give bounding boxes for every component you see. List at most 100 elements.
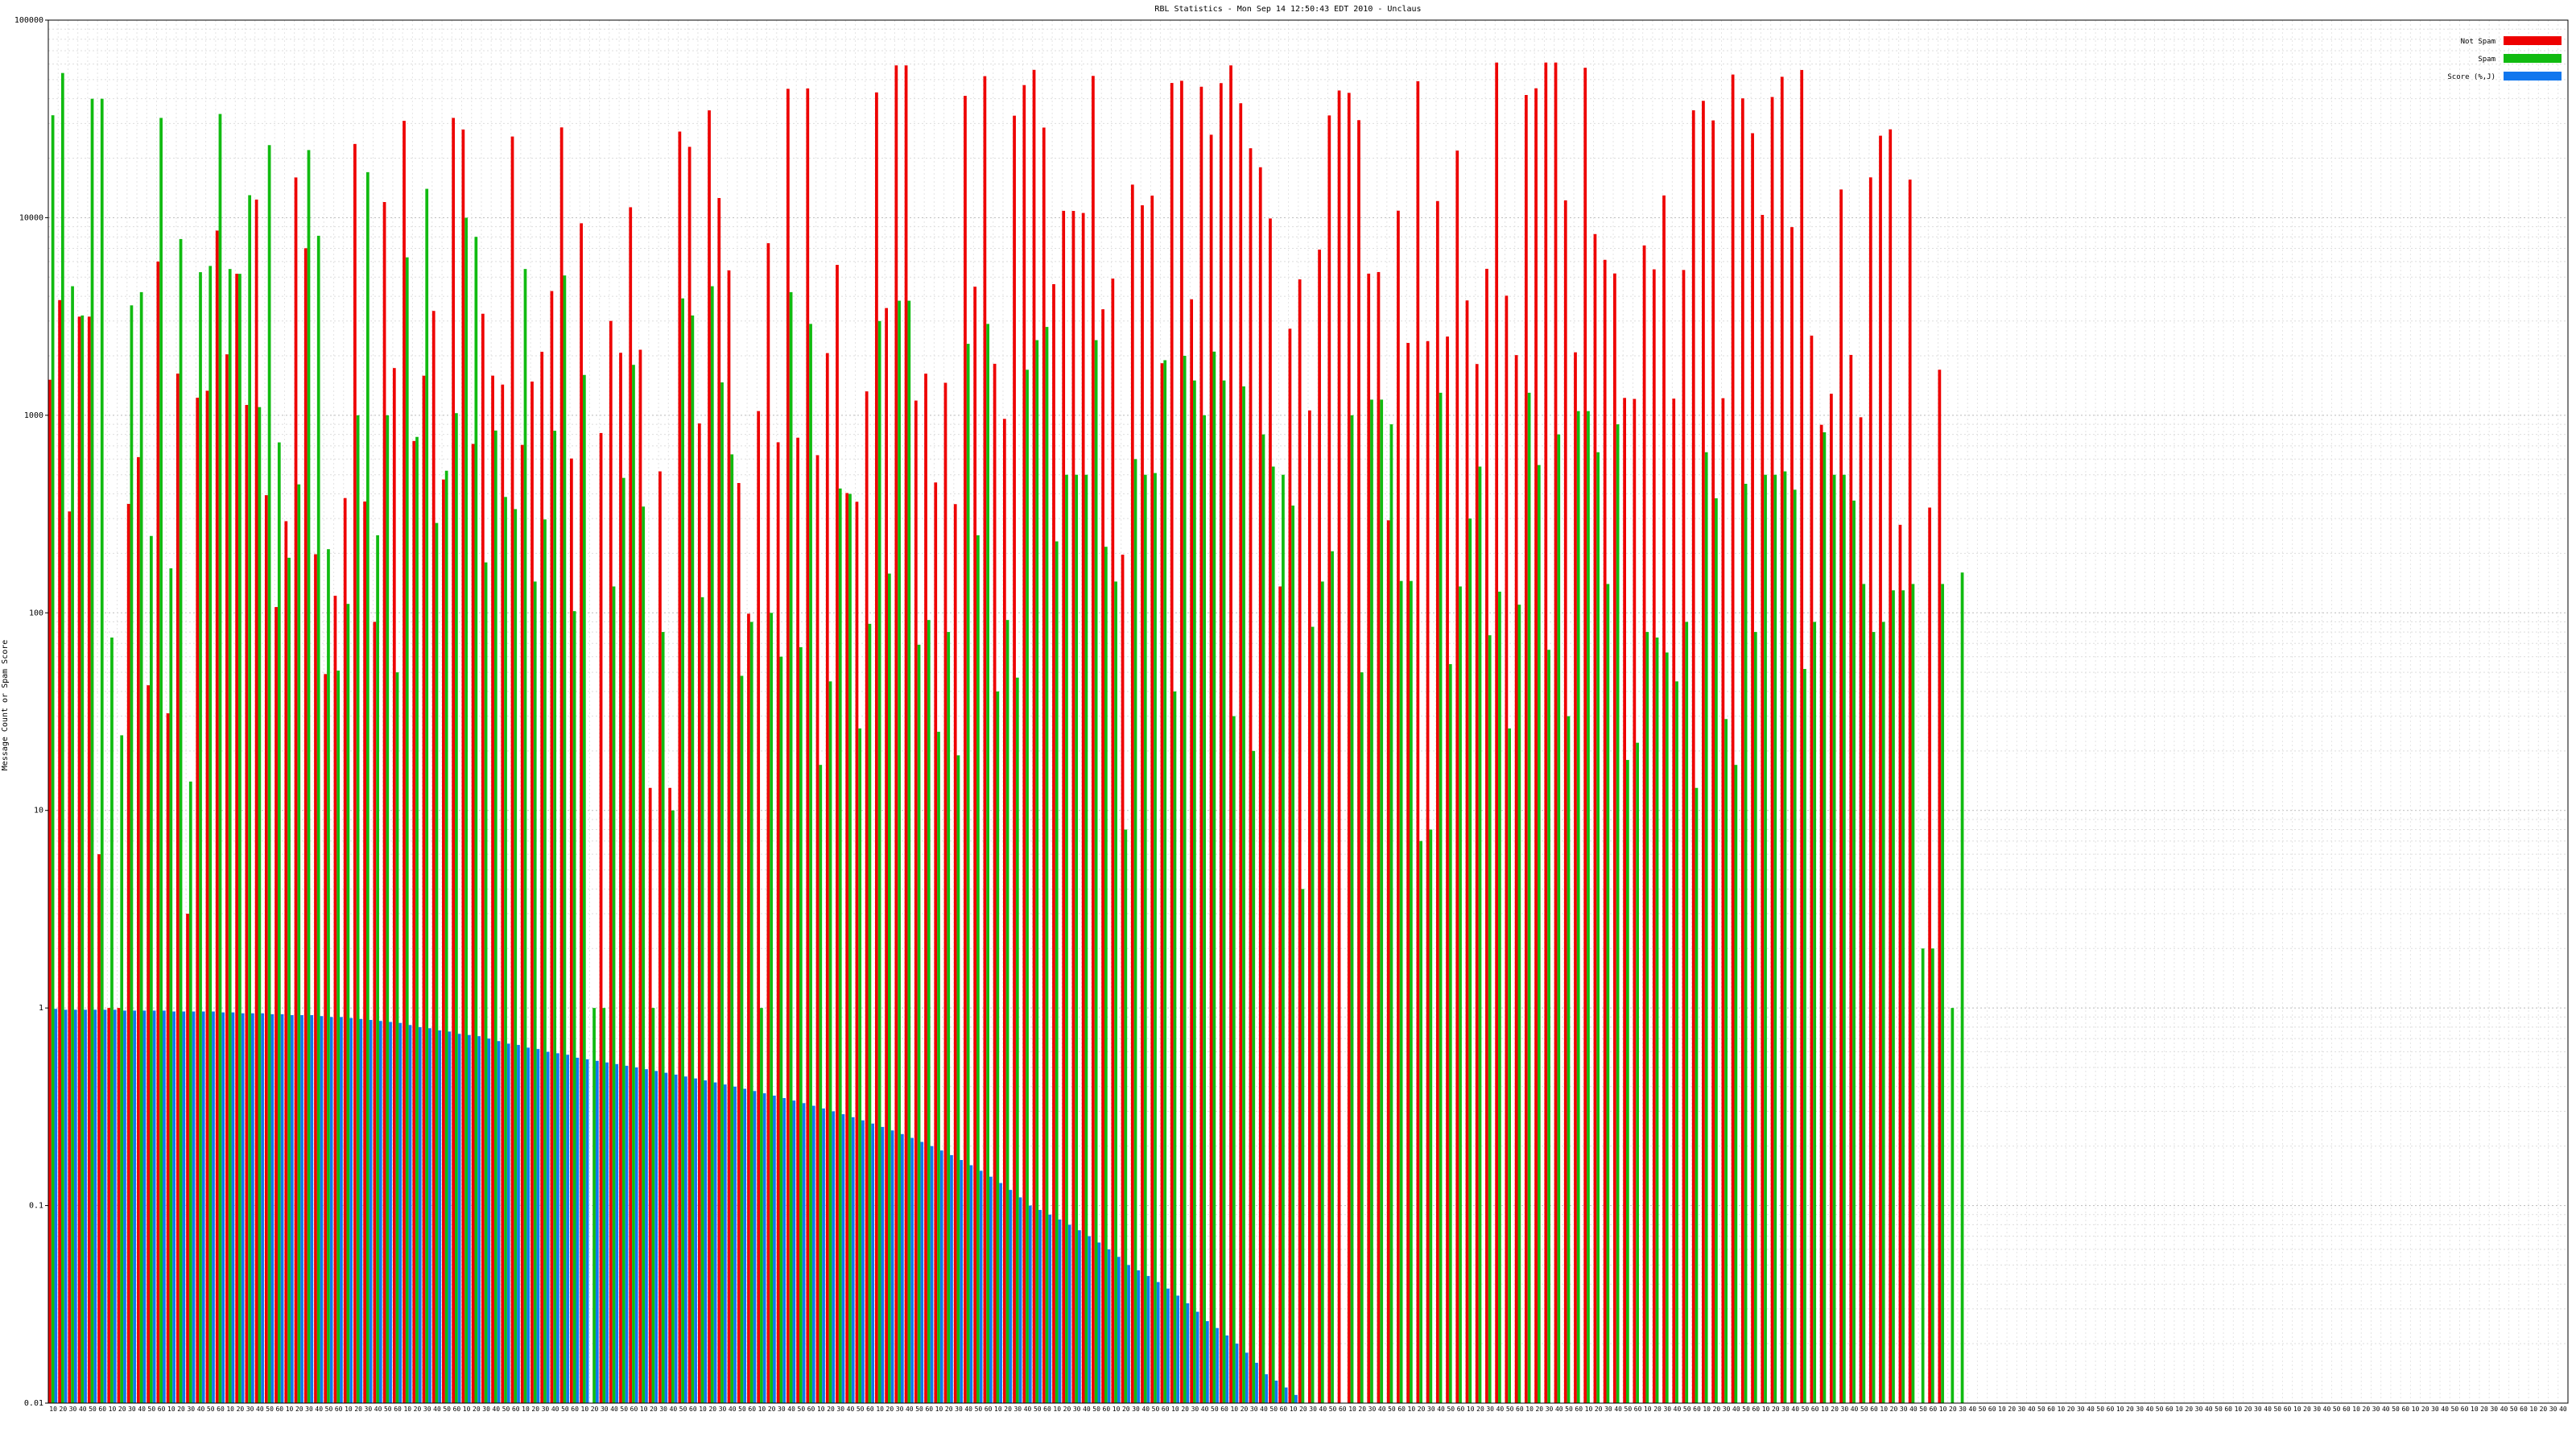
x-tick-label: 40 [1732,1406,1740,1413]
bar-spam [1764,474,1767,1403]
x-tick-label: 20 [237,1406,245,1413]
bar-spam [1360,672,1364,1403]
x-tick-label: 30 [1781,1406,1790,1413]
bar-not-spam [87,316,91,1403]
bar-score-j- [251,1013,254,1403]
x-tick-label: 30 [1427,1406,1435,1413]
bar-spam [858,728,862,1403]
x-tick-label: 20 [414,1406,422,1413]
x-tick-label: 60 [807,1406,815,1413]
bar-not-spam [1239,103,1243,1404]
bar-not-spam [1928,507,1932,1403]
bar-spam [612,586,616,1403]
x-tick-label: 40 [2146,1406,2154,1413]
x-tick-label: 60 [512,1406,520,1413]
bar-score-j- [1235,1344,1239,1403]
x-tick-label: 30 [542,1406,550,1413]
bar-score-j- [605,1062,609,1403]
legend-label: Not Spam [2461,38,2496,46]
bar-not-spam [806,88,810,1404]
x-tick-label: 20 [354,1406,362,1413]
x-tick-label: 20 [591,1406,599,1413]
x-tick-label: 30 [2431,1406,2439,1413]
bar-score-j- [487,1038,491,1403]
bar-not-spam [570,458,573,1403]
bar-not-spam [1455,151,1459,1403]
bar-spam [218,114,222,1403]
bar-spam [1951,1008,1955,1403]
bar-score-j- [1166,1288,1170,1403]
x-tick-label: 30 [1132,1406,1140,1413]
bar-spam [1606,584,1610,1403]
x-tick-label: 60 [98,1406,106,1413]
bar-not-spam [245,405,249,1403]
bar-score-j- [290,1015,294,1403]
bar-spam [1724,719,1728,1403]
bar-score-j- [861,1120,865,1403]
bar-spam [1154,473,1157,1403]
bar-score-j- [320,1016,324,1403]
bar-not-spam [875,92,878,1403]
bar-score-j- [123,1010,126,1403]
y-tick-label: 0.01 [24,1399,43,1408]
bar-score-j- [182,1011,186,1403]
x-tick-label: 10 [2412,1406,2420,1413]
x-tick-label: 20 [2421,1406,2429,1413]
x-tick-label: 30 [1663,1406,1671,1413]
bar-not-spam [1081,213,1085,1403]
x-tick-label: 10 [1230,1406,1238,1413]
bar-not-spam [1534,88,1538,1403]
bar-not-spam [1308,410,1311,1404]
bar-score-j- [654,1071,658,1403]
bar-score-j- [1265,1374,1269,1403]
x-tick-label: 50 [1919,1406,1927,1413]
x-tick-label: 10 [758,1406,766,1413]
bar-not-spam [1465,300,1469,1404]
bar-spam [1193,380,1196,1403]
bar-spam [1911,584,1915,1403]
bar-not-spam [1574,352,1577,1403]
bar-spam [1567,716,1571,1403]
x-tick-label: 20 [1831,1406,1839,1413]
x-tick-label: 50 [1388,1406,1396,1413]
bar-spam [700,597,704,1403]
legend-label: Spam [2478,56,2496,64]
x-tick-label: 30 [1723,1406,1731,1413]
bar-score-j- [477,1036,481,1403]
x-tick-label: 10 [1880,1406,1888,1413]
x-tick-label: 30 [719,1406,727,1413]
bar-not-spam [1810,335,1814,1403]
bar-spam [1508,728,1512,1403]
bar-not-spam [825,353,829,1403]
bar-score-j- [1255,1362,1258,1403]
bar-not-spam [275,607,278,1403]
bar-spam [405,257,409,1404]
bar-spam [425,188,429,1403]
bar-score-j- [1107,1249,1111,1403]
bar-score-j- [704,1080,708,1403]
x-tick-label: 50 [1329,1406,1337,1413]
bar-not-spam [1889,129,1893,1404]
x-tick-label: 40 [1437,1406,1445,1413]
bar-score-j- [753,1091,757,1403]
x-tick-label: 10 [2293,1406,2301,1413]
bar-spam [907,300,911,1403]
x-tick-label: 40 [138,1406,146,1413]
bar-not-spam [757,411,761,1403]
bar-not-spam [1583,68,1587,1404]
x-tick-label: 10 [49,1406,57,1413]
x-tick-label: 50 [2096,1406,2104,1413]
x-tick-label: 20 [1772,1406,1780,1413]
x-tick-label: 20 [1890,1406,1898,1413]
bar-not-spam [648,787,652,1403]
bar-not-spam [324,674,328,1403]
bar-score-j- [133,1010,137,1403]
x-tick-label: 50 [1860,1406,1868,1413]
bar-not-spam [1830,394,1833,1403]
x-tick-label: 20 [827,1406,835,1413]
y-tick-label: 100000 [14,16,43,25]
x-tick-label: 30 [2195,1406,2203,1413]
x-tick-label: 10 [581,1406,589,1413]
x-tick-label: 60 [335,1406,343,1413]
bar-spam [1547,650,1550,1403]
